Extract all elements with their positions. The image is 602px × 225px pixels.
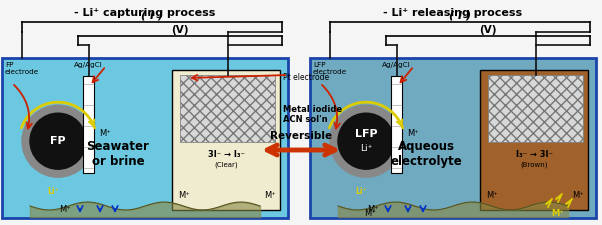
Text: (Clear): (Clear): [214, 162, 238, 169]
Text: FP
electrode: FP electrode: [5, 62, 39, 75]
Text: FP: FP: [50, 136, 66, 146]
Text: LFP
electrode: LFP electrode: [313, 62, 347, 75]
Bar: [391, 76, 402, 173]
Text: M⁺: M⁺: [551, 209, 564, 218]
Circle shape: [338, 113, 394, 169]
Text: Pt electrode: Pt electrode: [283, 73, 329, 82]
Text: (V): (V): [479, 25, 497, 35]
Text: Li⁺: Li⁺: [360, 144, 372, 153]
Text: - Li⁺ capturing process: - Li⁺ capturing process: [74, 8, 216, 18]
Bar: [480, 70, 588, 210]
Text: LFP: LFP: [355, 129, 377, 139]
Text: - Li⁺ releasing process: - Li⁺ releasing process: [383, 8, 523, 18]
Text: Li⁺: Li⁺: [47, 187, 59, 196]
Bar: [83, 76, 94, 173]
Text: Ag/AgCl: Ag/AgCl: [382, 62, 411, 68]
Circle shape: [30, 113, 86, 169]
Text: M⁺: M⁺: [367, 205, 379, 214]
Text: M⁺: M⁺: [264, 191, 276, 200]
Text: ( I ): ( I ): [449, 11, 471, 21]
Text: ( I ): ( I ): [141, 11, 163, 21]
Bar: [310, 58, 596, 218]
Text: M⁺: M⁺: [178, 191, 190, 200]
Text: I₃⁻ → 3I⁻: I₃⁻ → 3I⁻: [515, 150, 553, 159]
Bar: [180, 75, 275, 142]
Circle shape: [330, 105, 402, 177]
Text: M⁺: M⁺: [407, 129, 419, 138]
Bar: [2, 58, 288, 218]
Text: M⁺: M⁺: [99, 129, 111, 138]
Text: Metal iodide
ACN sol'n: Metal iodide ACN sol'n: [283, 105, 342, 124]
Text: M⁺: M⁺: [572, 191, 584, 200]
Text: 3I⁻ → I₃⁻: 3I⁻ → I₃⁻: [208, 150, 244, 159]
Text: Reversible: Reversible: [270, 131, 332, 141]
Text: (Brown): (Brown): [520, 162, 548, 169]
Text: M⁺: M⁺: [364, 209, 376, 218]
Text: Seawater
or brine: Seawater or brine: [87, 140, 149, 168]
Text: Li⁺: Li⁺: [355, 187, 367, 196]
Bar: [488, 75, 583, 142]
Text: (V): (V): [171, 25, 189, 35]
Text: M⁺: M⁺: [486, 191, 498, 200]
Circle shape: [22, 105, 94, 177]
Bar: [172, 70, 280, 210]
Text: Aqueous
electrolyte: Aqueous electrolyte: [390, 140, 462, 168]
Text: M⁺: M⁺: [59, 205, 71, 214]
Text: Ag/AgCl: Ag/AgCl: [73, 62, 102, 68]
